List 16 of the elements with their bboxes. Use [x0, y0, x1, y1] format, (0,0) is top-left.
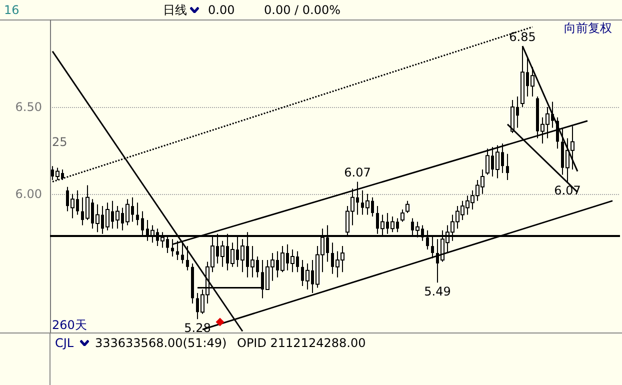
annotation: 6.85	[509, 30, 536, 44]
annotation: 5.49	[424, 284, 451, 299]
text: 0.00 / 0.00%	[264, 3, 341, 17]
text: CJL	[55, 336, 74, 350]
annotation: 6.07	[344, 166, 371, 180]
annotation: 6.07	[554, 184, 581, 198]
y-tick-label: 6.00	[15, 186, 42, 201]
text: 日线	[163, 3, 187, 17]
annotation: 向前复权	[564, 21, 612, 35]
text: 16	[4, 3, 20, 17]
y-tick-label: 6.50	[15, 100, 42, 114]
annotation: 25	[52, 135, 68, 149]
annotation: 260天	[52, 318, 87, 332]
text: OPID 2112124288.00	[237, 336, 366, 350]
text: 0.00	[208, 3, 235, 17]
text: 333633568.00(51:49)	[95, 336, 227, 350]
